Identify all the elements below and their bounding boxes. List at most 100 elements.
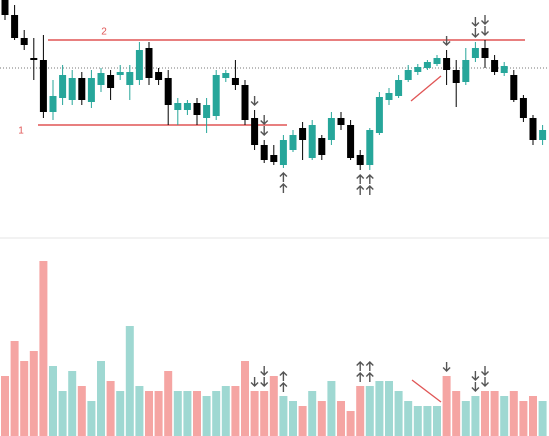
volume-bar — [145, 391, 153, 436]
volume-bar — [154, 391, 163, 436]
signal-arrow — [250, 377, 259, 387]
signal-arrow — [356, 372, 365, 382]
signal-arrow — [365, 174, 374, 184]
candle-body — [20, 38, 28, 45]
candle-body — [59, 75, 67, 98]
signal-arrow — [356, 185, 365, 195]
volume-bar — [452, 391, 461, 436]
candle-body — [327, 118, 335, 140]
candle-body — [155, 72, 163, 80]
candle-body — [289, 135, 297, 150]
volume-bar — [423, 406, 432, 436]
volume-bar — [58, 391, 67, 436]
candle-body — [49, 96, 57, 112]
candle-body — [443, 58, 451, 70]
candle-body — [279, 140, 287, 165]
candle-body — [414, 67, 422, 72]
signal-arrow — [279, 371, 288, 381]
volume-bar — [490, 391, 499, 436]
candle-body — [356, 155, 364, 165]
volume-bar — [308, 391, 317, 436]
candle-body — [193, 103, 201, 115]
volume-bar — [221, 386, 230, 436]
signal-arrow — [471, 17, 480, 27]
volume-bar — [365, 386, 374, 436]
volume-bar — [500, 396, 509, 436]
candle-body — [30, 58, 38, 60]
volume-bar — [20, 361, 29, 436]
candle-body — [203, 105, 211, 118]
candle-body — [97, 73, 105, 85]
volume-bar — [173, 391, 182, 436]
volume-bar — [87, 401, 96, 436]
volume-bar — [212, 391, 221, 436]
candle-body — [270, 155, 278, 162]
volume-bar — [164, 371, 173, 436]
signal-arrow — [279, 172, 288, 182]
volume-bar — [404, 401, 413, 436]
candle-body — [231, 78, 239, 85]
volume-bar — [116, 391, 125, 436]
volume-bar — [183, 391, 192, 436]
volume-bar — [29, 351, 38, 436]
candle-body — [212, 75, 220, 116]
volume-bar — [231, 386, 240, 436]
signal-arrow — [481, 377, 489, 387]
candle-body — [299, 128, 307, 140]
volume-bar — [337, 401, 345, 436]
candle-body — [491, 60, 499, 72]
volume-bar — [135, 386, 144, 436]
candle-body — [1, 0, 9, 15]
volume-bar — [433, 406, 441, 436]
candle-body — [481, 48, 489, 58]
volume-bar — [1, 376, 9, 436]
signal-arrow — [250, 96, 259, 106]
candle-body — [375, 97, 383, 133]
level-label: 2 — [101, 27, 107, 38]
candle-body — [164, 78, 172, 105]
signal-arrow — [260, 377, 269, 387]
volume-bar — [327, 381, 336, 436]
volume-bar — [106, 381, 115, 436]
candle-body — [222, 73, 230, 78]
volume-bar — [461, 401, 470, 436]
candle-body — [423, 62, 431, 68]
candle-body — [107, 75, 115, 88]
candle-body — [39, 60, 47, 112]
volume-bar — [538, 401, 547, 436]
volume-bar — [10, 341, 19, 436]
candle-body — [529, 118, 537, 140]
candle-body — [366, 130, 374, 165]
level-label: 1 — [18, 126, 24, 137]
signal-arrow — [442, 36, 451, 46]
trend-line — [410, 75, 442, 102]
candle-body — [183, 103, 191, 110]
signal-arrow — [471, 28, 480, 38]
candle-body — [78, 78, 86, 100]
candle-body — [510, 75, 518, 100]
candle-body — [68, 78, 76, 100]
volume-bar — [125, 326, 134, 436]
trend-line — [411, 379, 442, 403]
volume-bar — [260, 391, 269, 436]
volume-bar — [375, 381, 384, 436]
candle-body — [308, 125, 316, 158]
volume-bar — [346, 411, 355, 436]
volume-bar — [193, 391, 201, 436]
candle-body — [452, 70, 460, 83]
candle-body — [145, 48, 153, 78]
volume-bar — [519, 401, 528, 436]
candle-body — [251, 118, 259, 145]
signal-arrow — [442, 362, 451, 372]
signal-arrow — [471, 382, 480, 392]
signal-arrow — [481, 15, 489, 25]
signal-arrow — [260, 126, 269, 136]
volume-bar — [509, 391, 518, 436]
candle-body — [539, 130, 547, 140]
candle-body — [462, 60, 470, 82]
volume-bar — [413, 406, 422, 436]
signal-arrow — [365, 185, 374, 195]
signal-arrow — [260, 366, 269, 376]
volume-bar — [289, 401, 297, 436]
